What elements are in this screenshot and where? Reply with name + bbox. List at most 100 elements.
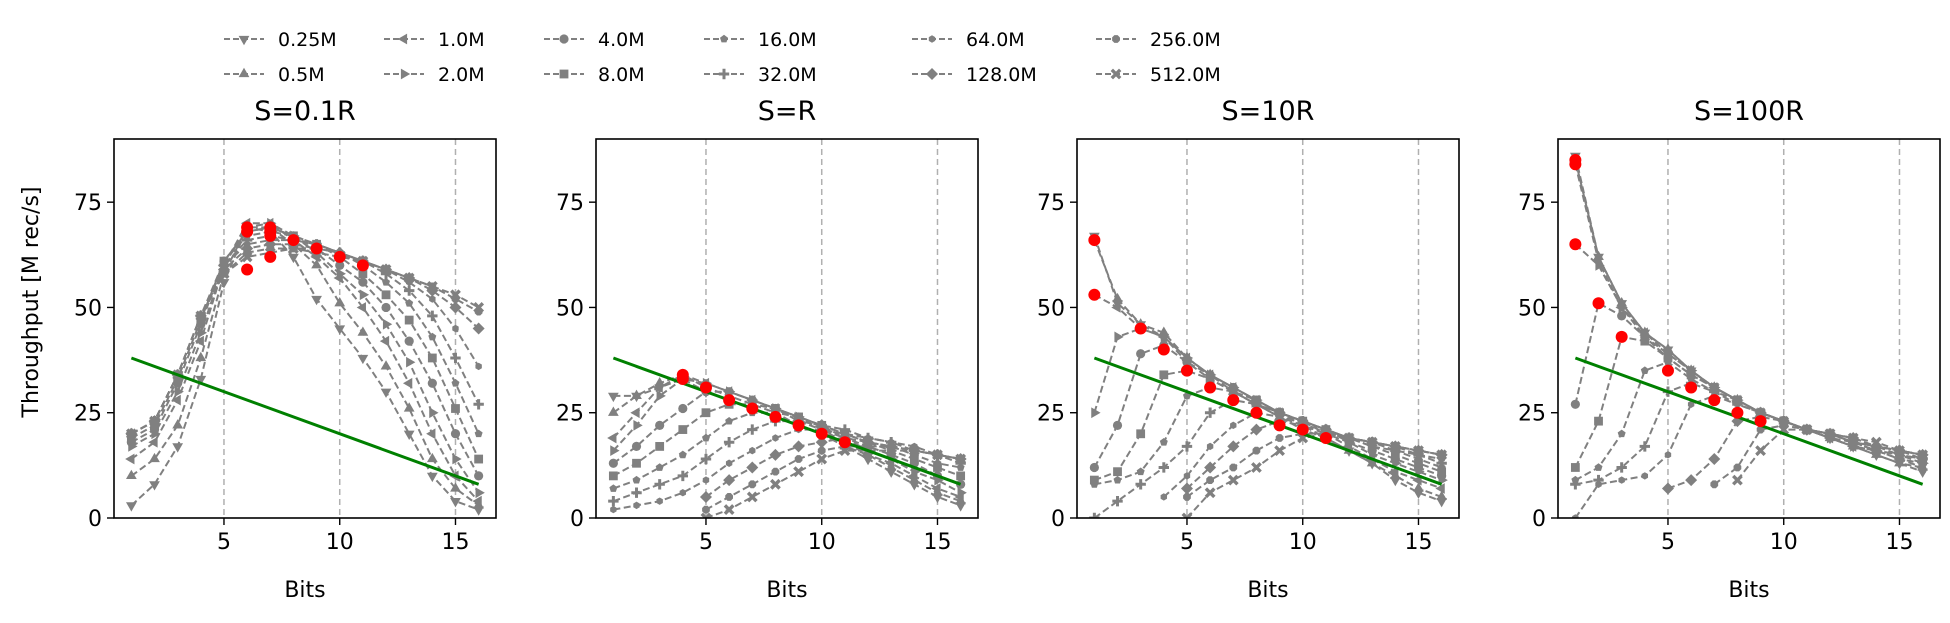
data-point [336,268,346,280]
series-line [130,226,480,460]
data-point [608,458,618,468]
data-point [1640,366,1649,375]
data-point [288,243,299,254]
data-point [335,260,345,270]
data-point [380,388,392,398]
data-point [678,425,688,434]
data-point [702,505,710,514]
data-point [1870,436,1882,448]
optimum-point [746,402,759,415]
legend-marker [559,69,569,79]
data-point [172,419,184,429]
data-point [149,452,160,463]
data-point [1160,493,1168,501]
data-point [1252,446,1261,455]
data-point [426,452,438,463]
data-point [1389,441,1401,452]
data-point [655,420,665,430]
data-point [1917,449,1929,461]
data-point [957,487,967,499]
data-point [403,272,415,284]
data-point [1206,476,1214,484]
data-point [1205,374,1215,384]
data-point [653,382,663,393]
plot-area [1088,139,1448,518]
legend-entry: 0.25M [224,29,337,51]
series-line [130,239,480,435]
panel-title: S=R [758,96,817,127]
series-line [613,428,961,511]
optimum-point [1569,158,1582,171]
x-axis-label: Bits [766,578,807,603]
series-line [612,390,961,486]
data-point [772,434,779,442]
data-point [724,387,734,397]
series-line [1574,394,1923,518]
series-line [130,247,480,435]
data-point [426,428,436,440]
data-point [1113,475,1122,484]
panel: 5 10 15 0 25 50 75 S=0.1R Bits [74,96,497,603]
data-point [427,378,437,388]
series-line [1736,428,1923,481]
series-line [130,222,480,502]
data-point [473,399,484,410]
legend-label: 1.0M [438,29,485,51]
x-tick-label: 10 [326,530,354,555]
data-point [474,454,484,464]
data-point [1572,514,1579,518]
data-point [1733,463,1742,472]
data-point [607,432,617,444]
series-4.0M [126,222,484,481]
optimum-point [333,250,346,263]
y-tick-label: 25 [1037,402,1065,427]
series-8.0M [1570,332,1928,472]
series-line [705,436,961,498]
series-line [1574,243,1923,465]
data-point [334,297,346,307]
data-point [771,404,780,413]
optimum-point [264,250,277,263]
data-point [932,449,943,461]
data-point [1091,407,1101,419]
data-point [426,280,438,292]
data-point [793,466,804,478]
data-point [1617,429,1626,438]
y-tick-label: 50 [556,296,584,321]
optimum-point [241,263,254,276]
data-point [655,442,665,451]
legend-entry: 128.0M [912,64,1037,86]
data-point [450,482,461,492]
data-point [1136,349,1146,359]
data-point [1663,353,1673,363]
axes-frame [595,138,979,519]
data-point [723,504,735,515]
data-point [792,440,805,453]
y-tick-label: 25 [1518,402,1546,427]
series-line [1574,335,1923,468]
data-point [1437,467,1447,477]
optimum-point [1731,406,1744,419]
data-point [908,481,920,491]
data-point [700,512,712,518]
data-point [933,463,942,472]
data-point [125,453,135,465]
data-point [451,379,460,387]
legend-label: 32.0M [758,64,817,86]
legend-entry: 16.0M [704,29,817,51]
data-point [1343,432,1355,444]
data-point [1227,474,1239,486]
series-line [1094,386,1442,486]
panel: 5 10 15 0 25 50 75 S=10R Bits [1037,96,1460,603]
data-point [311,259,322,269]
optimum-point [241,221,254,234]
data-point [748,480,757,489]
legend-label: 0.25M [278,29,337,51]
optimum-point [723,394,736,407]
data-point [1413,445,1424,457]
data-point [630,407,640,419]
data-point [1436,498,1448,508]
data-point [608,495,619,507]
data-point [1413,482,1424,492]
data-point [1204,487,1216,499]
